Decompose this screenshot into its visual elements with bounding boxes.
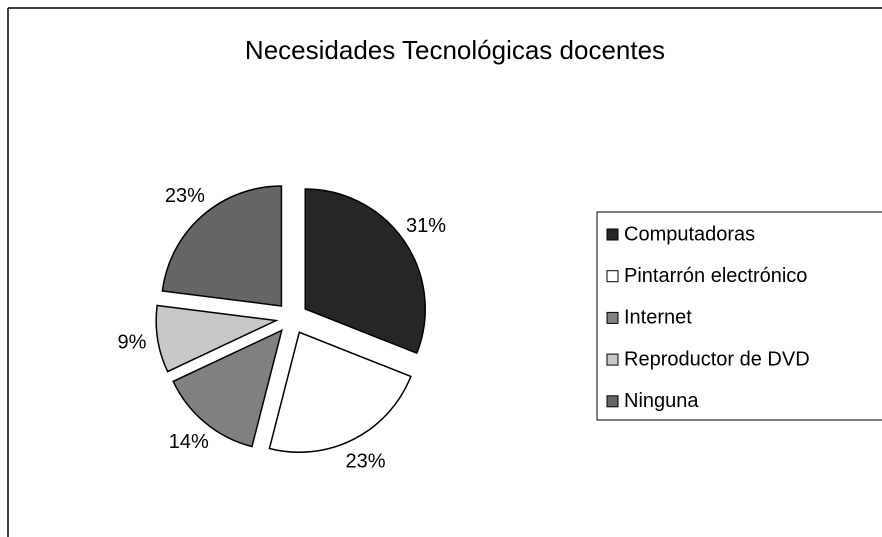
legend-swatch (606, 353, 619, 366)
pie-slice (172, 328, 283, 448)
legend-label: Pintarrón electrónico (624, 265, 807, 287)
legend-box (596, 211, 882, 421)
pie-slice (268, 331, 412, 453)
legend-swatch (606, 311, 619, 324)
legend-label: Ninguna (624, 390, 699, 412)
data-label: 9% (118, 332, 147, 354)
pie-slice (304, 188, 426, 355)
data-label: 31% (406, 215, 446, 237)
data-label: 23% (346, 451, 386, 473)
legend-swatch (606, 270, 619, 283)
data-label: 23% (165, 185, 205, 207)
data-label: 14% (169, 431, 209, 453)
legend-label: Internet (624, 307, 692, 329)
pie-slice (155, 304, 279, 373)
pie-slice (161, 185, 283, 307)
chart-title: Necesidades Tecnológicas docentes (245, 35, 665, 65)
legend-swatch (606, 228, 619, 241)
legend-label: Computadoras (624, 223, 755, 245)
legend-swatch (606, 395, 619, 408)
legend-label: Reproductor de DVD (624, 348, 810, 370)
